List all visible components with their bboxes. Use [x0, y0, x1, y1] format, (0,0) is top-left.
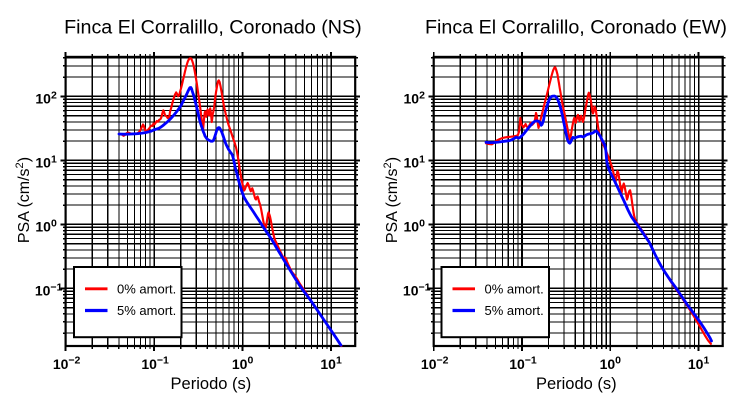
svg-text:Finca El Corralillo, Coronado: Finca El Corralillo, Coronado (NS): [64, 17, 362, 39]
svg-text:0% amort.: 0% amort.: [485, 281, 544, 296]
svg-text:Periodo (s): Periodo (s): [171, 375, 252, 393]
svg-text:5% amort.: 5% amort.: [485, 303, 544, 318]
svg-text:Finca El Corralillo, Coronado: Finca El Corralillo, Coronado (EW): [425, 17, 727, 39]
svg-text:PSA (cm/s2): PSA (cm/s2): [14, 157, 33, 243]
svg-text:PSA (cm/s2): PSA (cm/s2): [382, 157, 401, 243]
svg-text:0% amort.: 0% amort.: [117, 281, 176, 296]
svg-text:5% amort.: 5% amort.: [117, 303, 176, 318]
svg-text:Periodo (s): Periodo (s): [536, 375, 617, 393]
